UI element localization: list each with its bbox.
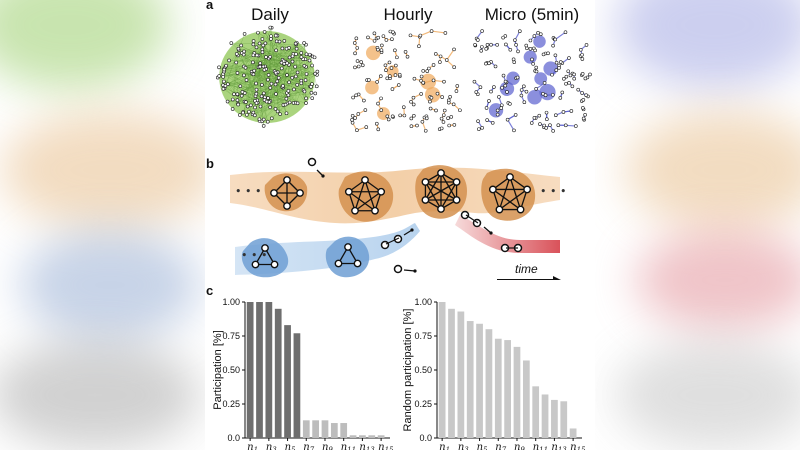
panel-b-label: b [206, 156, 214, 171]
y-tick-label: 0.0 [419, 433, 432, 443]
y-tick-label: 0.50 [414, 365, 432, 375]
orange-community-stream [230, 167, 560, 224]
bar-n13 [359, 435, 366, 438]
bar-n9 [321, 420, 329, 438]
y-axis-label: Participation [%] [212, 330, 224, 409]
bar-n14 [560, 401, 568, 438]
left-blurred-backdrop [0, 0, 205, 450]
panel-a-label: a [206, 0, 214, 12]
bar-n10 [522, 360, 530, 438]
bar-n1 [246, 302, 254, 438]
x-tick-label: n1 [439, 442, 450, 450]
temporal-community-diagram: • • • • • • • • • time [230, 157, 566, 280]
bar-n4 [466, 321, 474, 438]
bar-n2 [448, 308, 455, 438]
y-tick-label: 0.25 [222, 399, 240, 409]
x-tick-label: n13 [551, 442, 567, 450]
daily-network-title: Daily [251, 5, 289, 24]
bar-n12 [541, 394, 549, 438]
bar-n12 [349, 435, 357, 438]
bar-n7 [302, 420, 310, 438]
y-axis-label: Random participation [%] [402, 309, 414, 432]
y-tick-label: 1.00 [414, 297, 432, 307]
y-tick-label: 0.75 [414, 331, 432, 341]
x-tick-label: n15 [378, 442, 394, 450]
bar-n11 [532, 386, 540, 438]
x-tick-label: n11 [341, 442, 356, 450]
bar-n7 [494, 338, 502, 438]
bar-n5 [476, 323, 483, 438]
bar-n14 [368, 435, 376, 438]
participation-bar-chart: 0.0 0.25 0.50 0.75 1.00 Participation [%] n1 n3… [212, 297, 394, 450]
network-graphs [215, 25, 592, 133]
x-tick-label: n1 [247, 442, 258, 450]
timeline-dots-left: • • • [235, 185, 261, 198]
micro-network-title: Micro (5min) [484, 5, 580, 24]
red-community-stream [455, 215, 560, 253]
panel-c-label: c [206, 283, 214, 298]
y-tick-label: 0.0 [227, 433, 240, 443]
x-tick-label: n5 [477, 442, 488, 450]
bar-n13 [551, 399, 558, 438]
right-blurred-backdrop [595, 0, 800, 450]
x-tick-label: n5 [285, 442, 296, 450]
x-tick-label: n15 [570, 442, 586, 450]
bar-n10 [330, 423, 338, 438]
bar-n3 [265, 302, 273, 438]
hourly-network-title: Hourly [383, 5, 433, 24]
y-tick-label: 0.25 [414, 399, 432, 409]
bar-n6 [485, 329, 493, 438]
bar-n9 [513, 346, 521, 438]
x-tick-label: n7 [303, 442, 314, 450]
bar-n4 [274, 308, 282, 438]
bar-n8 [312, 420, 319, 438]
y-tick-label: 0.50 [222, 365, 240, 375]
x-tick-label: n9 [514, 442, 525, 450]
micro-network-graph [472, 29, 592, 133]
bar-n15 [569, 428, 577, 438]
y-tick-label: 0.75 [222, 331, 240, 341]
bar-n11 [340, 423, 348, 438]
bar-n1 [438, 302, 446, 438]
x-tick-label: n13 [359, 442, 375, 450]
bar-n6 [293, 333, 301, 438]
bar-n15 [377, 435, 385, 438]
figure-panel: a Daily Hourly Micro (5min) b [205, 0, 595, 450]
daily-network-graph [215, 25, 320, 128]
x-tick-label: n11 [533, 442, 548, 450]
bar-n3 [457, 311, 465, 438]
bar-n8 [504, 340, 511, 438]
time-axis-label: time [515, 262, 538, 276]
timeline-dots-blue: • • • [241, 249, 267, 262]
x-tick-label: n9 [322, 442, 333, 450]
bar-n2 [256, 302, 263, 438]
bar-n5 [284, 325, 291, 438]
hourly-network-graph [350, 29, 462, 133]
x-tick-label: n7 [495, 442, 506, 450]
x-tick-label: n3 [266, 442, 277, 450]
y-tick-label: 1.00 [222, 297, 240, 307]
timeline-dots-right: • • • [540, 185, 566, 198]
x-tick-label: n3 [458, 442, 469, 450]
